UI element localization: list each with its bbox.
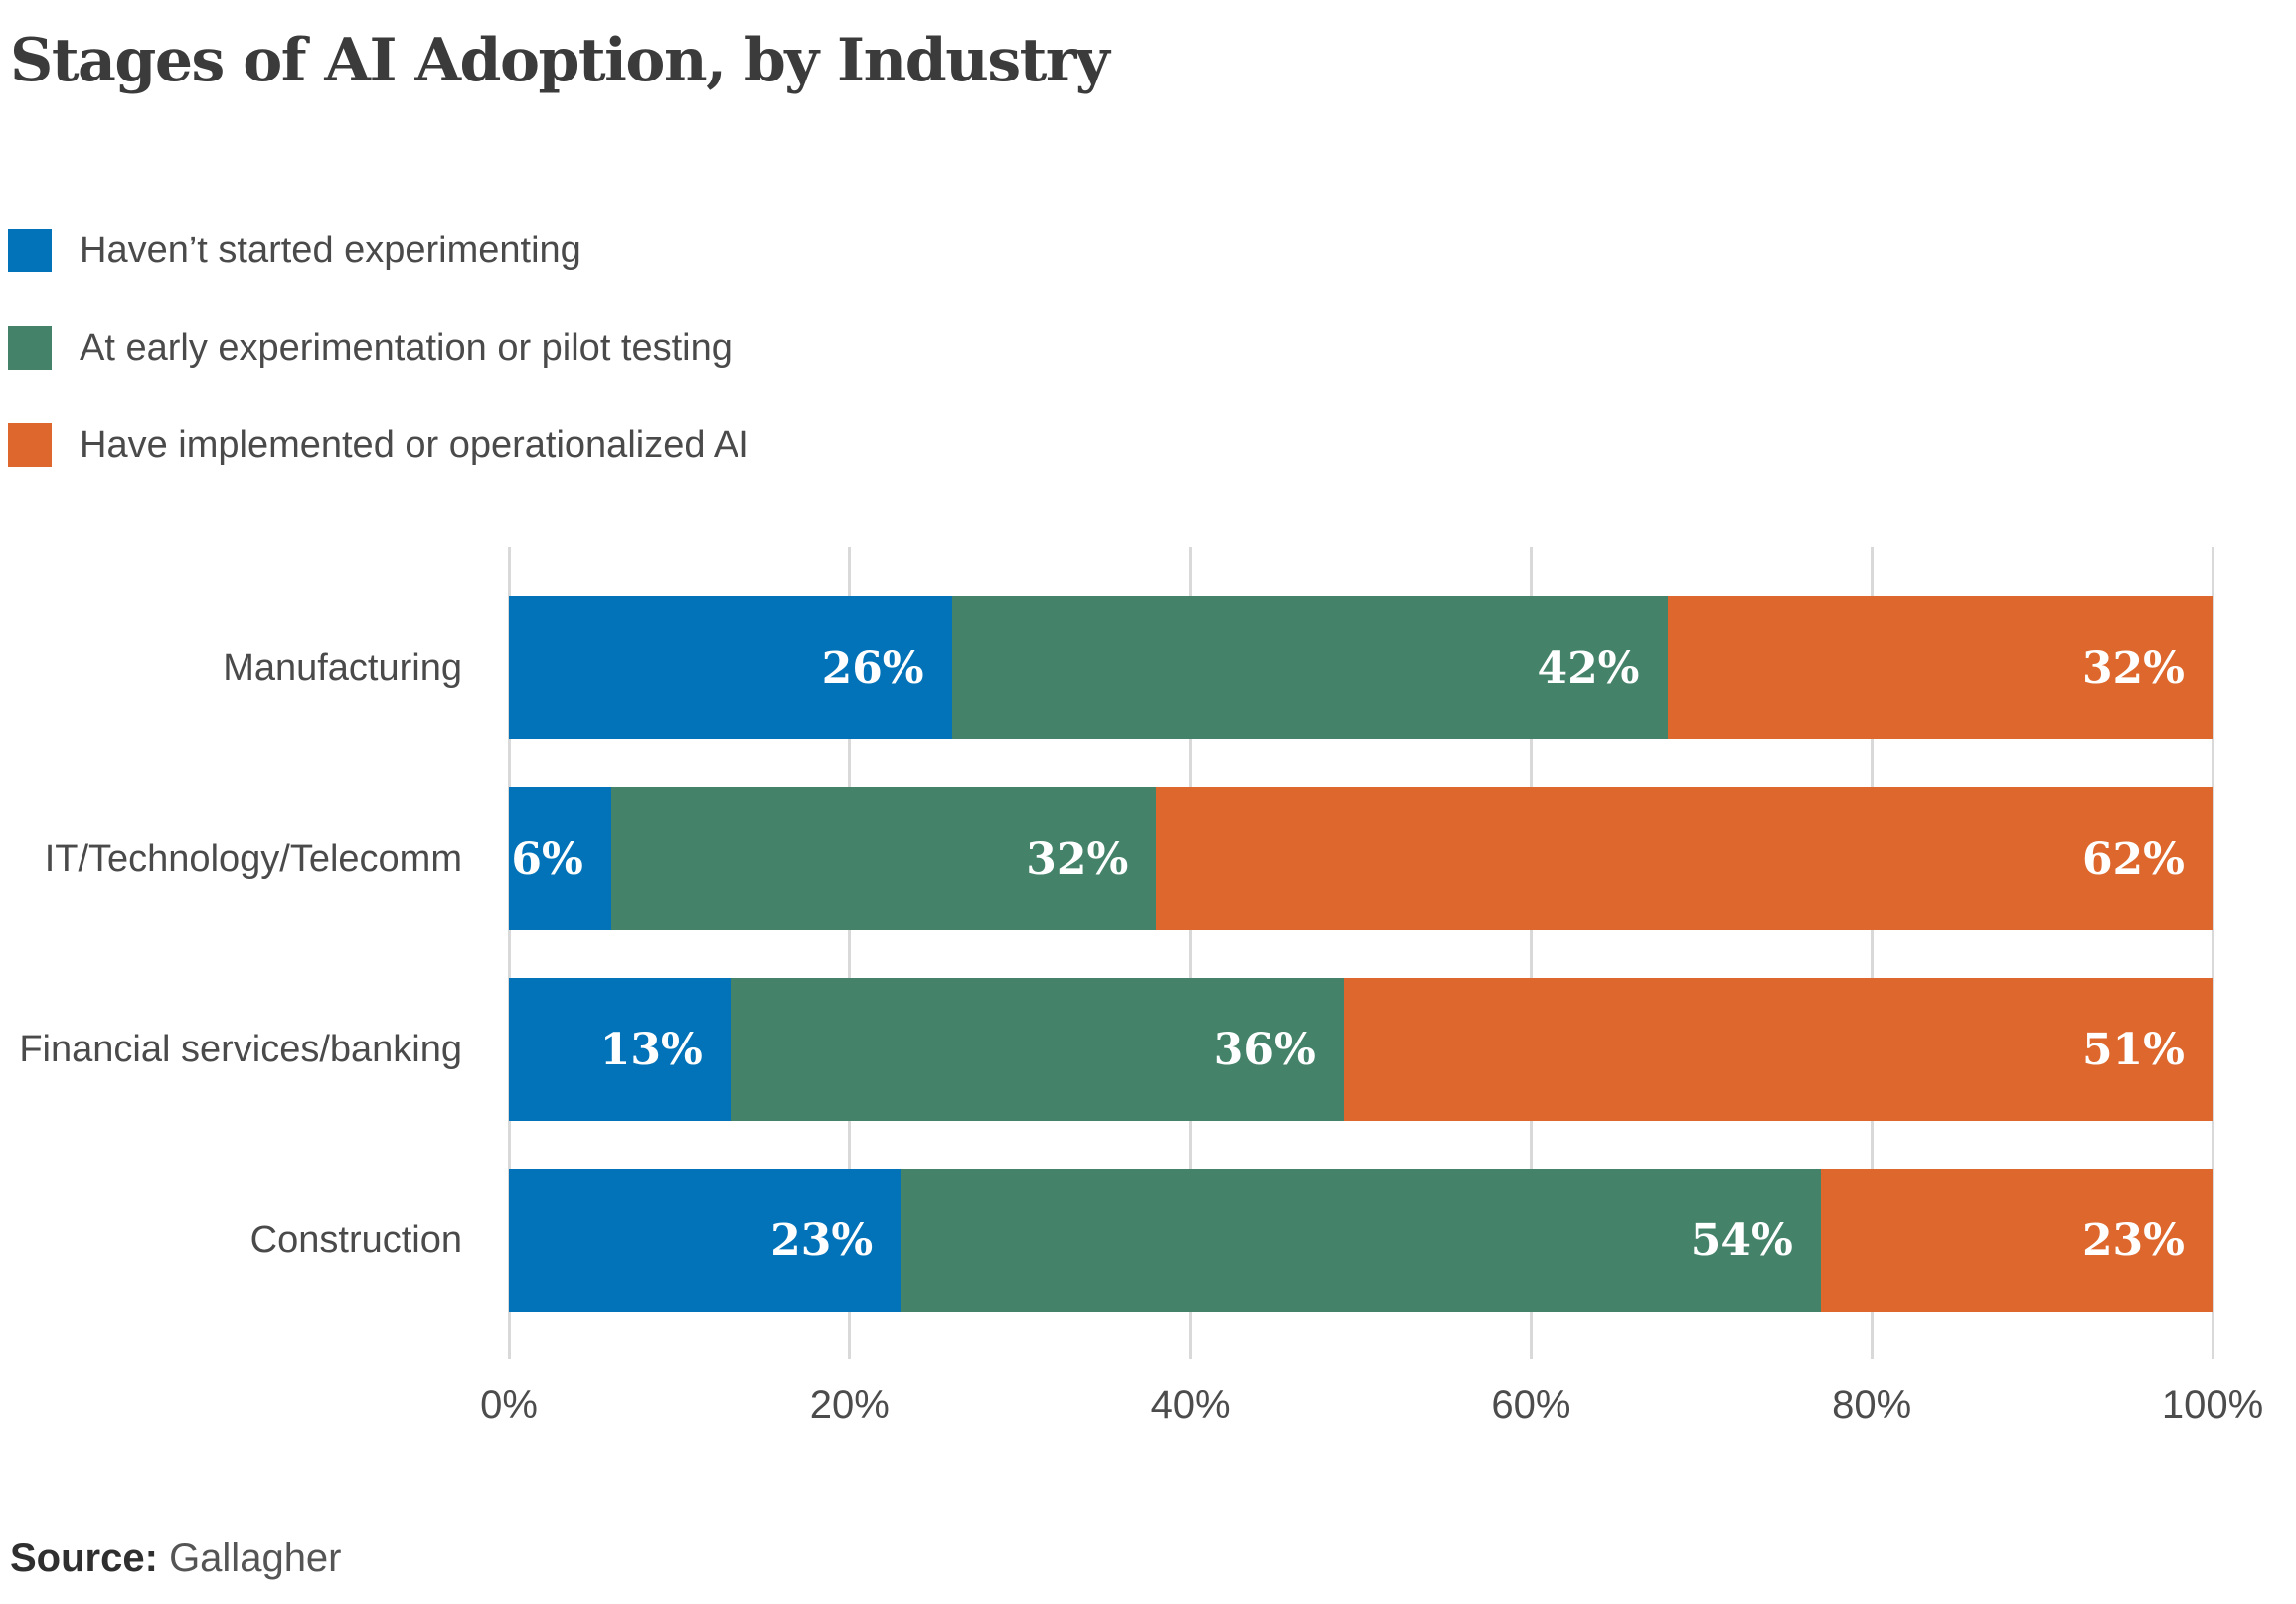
bar-row: Manufacturing 26% 42% 32% [0,596,2296,739]
legend: Haven’t started experimenting At early e… [8,229,749,521]
page-title: Stages of AI Adoption, by Industry [10,26,1110,95]
gridline [848,547,852,1359]
category-label: Financial services/banking [19,1028,462,1070]
value-label: 26% [821,642,924,694]
legend-swatch [8,326,52,370]
bar-track: 23% 54% 23% [509,1169,2213,1312]
legend-label: Have implemented or operationalized AI [80,423,749,466]
value-label: 62% [2081,833,2185,884]
category-label: IT/Technology/Telecomm [44,837,462,880]
bar-segment: 6% [509,787,611,930]
source-value: Gallagher [169,1536,342,1580]
value-label: 13% [599,1024,703,1075]
bar-segment: 51% [1343,978,2213,1121]
gridline [1189,547,1193,1359]
bar-row: IT/Technology/Telecomm 6% 32% 62% [0,787,2296,930]
value-label: 32% [1026,833,1129,884]
bar-segment: 23% [509,1169,902,1312]
x-tick-label: 40% [1150,1383,1230,1427]
x-tick-label: 60% [1491,1383,1571,1427]
value-label: 42% [1537,642,1640,694]
legend-item: Haven’t started experimenting [8,229,749,272]
bar-segment: 36% [730,978,1344,1121]
legend-swatch [8,229,52,272]
legend-swatch [8,423,52,467]
gridline [2211,547,2214,1359]
bar-row: Construction 23% 54% 23% [0,1169,2296,1312]
value-label: 51% [2081,1024,2185,1075]
bar-segment: 26% [509,596,952,739]
bar-segment: 54% [901,1169,1821,1312]
legend-label: At early experimentation or pilot testin… [80,326,733,369]
bar-segment: 42% [951,596,1668,739]
value-label: 54% [1690,1214,1793,1266]
value-label: 32% [2081,642,2185,694]
bar-segment: 13% [509,978,731,1121]
gridline [1870,547,1874,1359]
bar-segment: 23% [1820,1169,2213,1312]
value-label: 23% [770,1214,874,1266]
legend-label: Haven’t started experimenting [80,229,581,271]
value-label: 6% [511,833,583,884]
legend-item: At early experimentation or pilot testin… [8,326,749,370]
gridline [1529,547,1533,1359]
x-tick-label: 0% [480,1383,538,1427]
source-line: Source: Gallagher [10,1536,342,1581]
bar-track: 6% 32% 62% [509,787,2213,930]
legend-item: Have implemented or operationalized AI [8,423,749,467]
x-tick-label: 80% [1832,1383,1912,1427]
bar-track: 26% 42% 32% [509,596,2213,739]
bar-segment: 62% [1156,787,2213,930]
bar-segment: 32% [610,787,1157,930]
value-label: 36% [1213,1024,1316,1075]
bar-row: Financial services/banking 13% 36% 51% [0,978,2296,1121]
x-tick-label: 20% [809,1383,890,1427]
category-label: Construction [249,1218,462,1261]
source-label: Source: [10,1536,158,1580]
gridline [507,547,511,1359]
x-tick-label: 100% [2161,1383,2264,1427]
bar-track: 13% 36% 51% [509,978,2213,1121]
value-label: 23% [2081,1214,2185,1266]
bar-segment: 32% [1667,596,2213,739]
category-label: Manufacturing [223,646,462,689]
